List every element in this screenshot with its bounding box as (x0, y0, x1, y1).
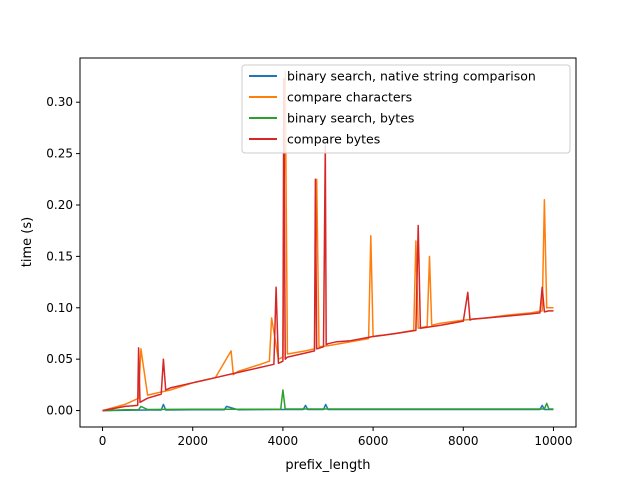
x-tick-label: 8000 (448, 434, 479, 448)
axes-frame (79, 57, 577, 428)
legend-label: compare characters (287, 90, 412, 105)
x-axis-label: prefix_length (285, 458, 370, 473)
y-tick-label: 0.10 (46, 301, 73, 315)
legend: binary search, native string comparison c… (241, 64, 571, 154)
legend-label: compare bytes (287, 132, 380, 147)
x-tick-label: 2000 (177, 434, 208, 448)
legend-items: binary search, native string comparison c… (249, 69, 536, 147)
plot-area (79, 57, 577, 428)
y-tick-label: 0.00 (46, 404, 73, 418)
x-tick-label: 4000 (268, 434, 299, 448)
y-tick-label: 0.20 (46, 198, 73, 212)
series-layer (102, 70, 554, 412)
series-line-3 (102, 389, 554, 412)
legend-label: binary search, native string comparison (287, 69, 536, 84)
legend-box (241, 64, 571, 154)
y-tick-label: 0.25 (46, 147, 73, 161)
x-axis-ticks: 0 2000 4000 6000 8000 10000 (99, 427, 573, 448)
y-tick-label: 0.05 (46, 352, 73, 366)
legend-label: binary search, bytes (287, 111, 414, 126)
x-tick-label: 0 (99, 434, 107, 448)
series-line-4 (102, 77, 554, 412)
y-tick-label: 0.30 (46, 95, 73, 109)
y-tick-label: 0.15 (46, 249, 73, 263)
y-axis-ticks: 0.00 0.05 0.10 0.15 0.20 0.25 0.30 (46, 95, 80, 418)
y-axis-label: time (s) (20, 217, 35, 267)
x-tick-label: 6000 (358, 434, 389, 448)
x-tick-label: 10000 (534, 434, 572, 448)
